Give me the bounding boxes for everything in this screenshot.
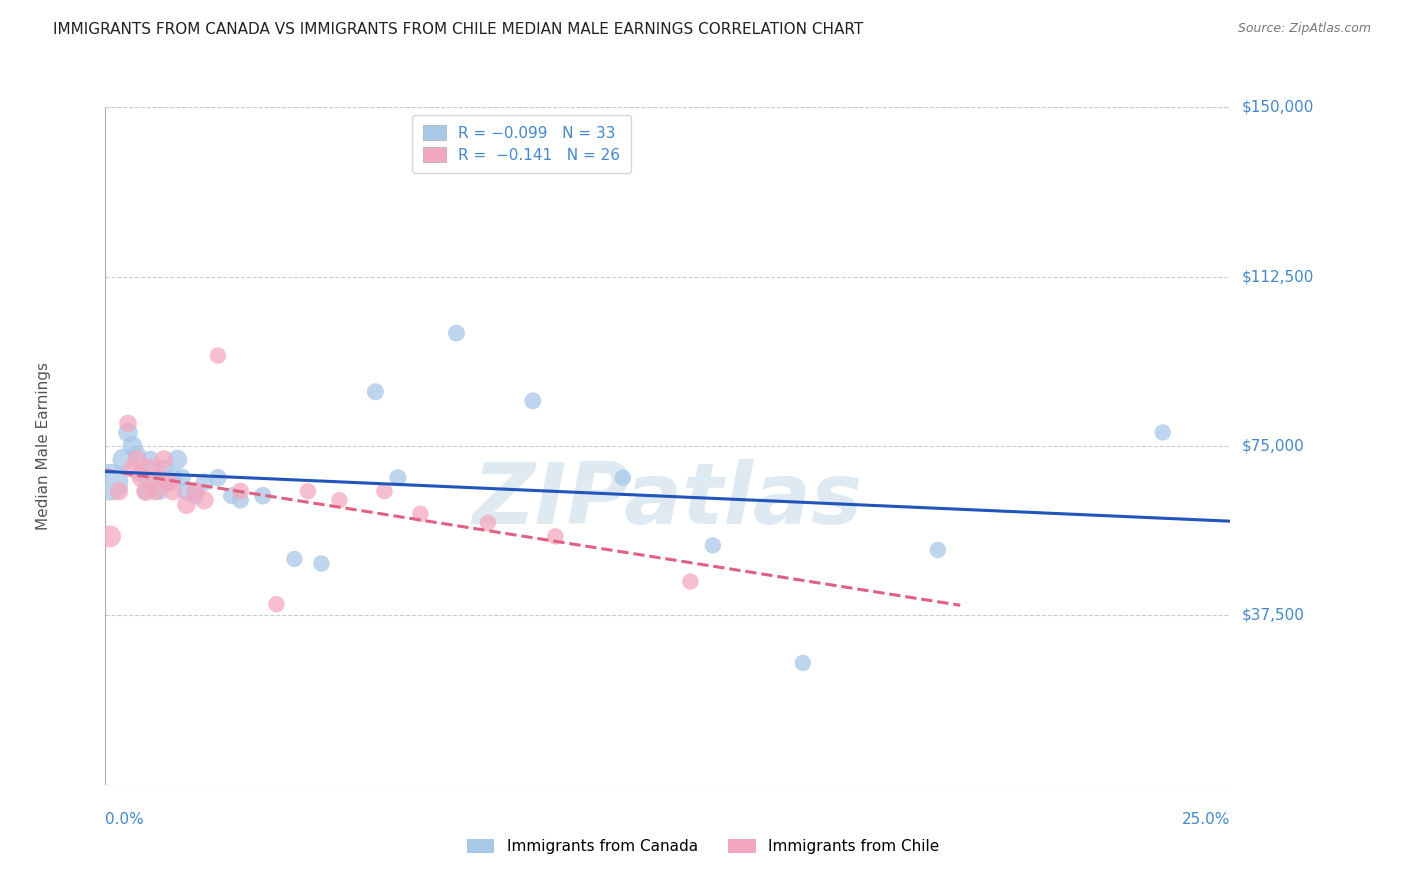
Point (98, 529, 121, 543)
Point (702, 538, 724, 552)
Point (387, 470, 409, 484)
Point (148, 484, 170, 499)
Point (446, 326, 468, 340)
Point (477, 516, 499, 530)
Point (162, 470, 184, 484)
Point (184, 489, 207, 503)
Point (221, 489, 243, 503)
Text: Source: ZipAtlas.com: Source: ZipAtlas.com (1237, 22, 1371, 36)
Point (193, 475, 215, 490)
Point (297, 484, 319, 499)
Point (131, 466, 153, 480)
Point (927, 543, 949, 558)
Point (373, 484, 395, 499)
Point (409, 507, 432, 521)
Legend: Immigrants from Canada, Immigrants from Chile: Immigrants from Canada, Immigrants from … (460, 831, 946, 862)
Text: 25.0%: 25.0% (1182, 812, 1230, 827)
Point (143, 484, 166, 499)
Point (131, 470, 153, 484)
Text: Median Male Earnings: Median Male Earnings (37, 362, 51, 530)
Point (1152, 425, 1174, 440)
Point (157, 475, 180, 490)
Point (143, 470, 166, 484)
Text: ZIPatlas: ZIPatlas (472, 458, 863, 541)
Point (283, 552, 305, 566)
Point (162, 484, 184, 499)
Point (112, 452, 135, 467)
Point (176, 498, 198, 512)
Point (135, 484, 157, 499)
Point (207, 349, 229, 363)
Legend: R = −0.099   N = 33, R =  −0.141   N = 26: R = −0.099 N = 33, R = −0.141 N = 26 (412, 115, 631, 173)
Point (170, 470, 193, 484)
Point (121, 439, 143, 453)
Point (121, 461, 143, 475)
Text: $75,000: $75,000 (1241, 439, 1305, 453)
Text: 0.0%: 0.0% (105, 812, 145, 827)
Point (176, 484, 198, 499)
Text: $112,500: $112,500 (1241, 269, 1313, 284)
Point (153, 452, 176, 467)
Point (148, 470, 170, 484)
Point (229, 493, 252, 508)
Text: IMMIGRANTS FROM CANADA VS IMMIGRANTS FROM CHILE MEDIAN MALE EARNINGS CORRELATION: IMMIGRANTS FROM CANADA VS IMMIGRANTS FRO… (53, 22, 863, 37)
Point (98, 475, 121, 490)
Point (229, 484, 252, 499)
Point (166, 452, 188, 467)
Point (157, 475, 180, 490)
Point (153, 461, 176, 475)
Point (328, 493, 350, 508)
Point (612, 470, 634, 484)
Point (139, 452, 162, 467)
Text: $37,500: $37,500 (1241, 608, 1305, 623)
Point (679, 574, 702, 589)
Point (117, 417, 139, 431)
Point (135, 484, 157, 499)
Text: $150,000: $150,000 (1241, 100, 1313, 114)
Point (311, 557, 333, 571)
Point (266, 597, 288, 611)
Point (252, 489, 274, 503)
Point (108, 484, 131, 499)
Point (792, 656, 814, 670)
Point (125, 448, 148, 462)
Point (184, 484, 207, 499)
Point (139, 461, 162, 475)
Point (125, 452, 148, 467)
Point (364, 384, 387, 399)
Point (522, 393, 544, 408)
Point (544, 529, 567, 543)
Point (207, 470, 229, 484)
Point (193, 493, 215, 508)
Point (117, 425, 139, 440)
